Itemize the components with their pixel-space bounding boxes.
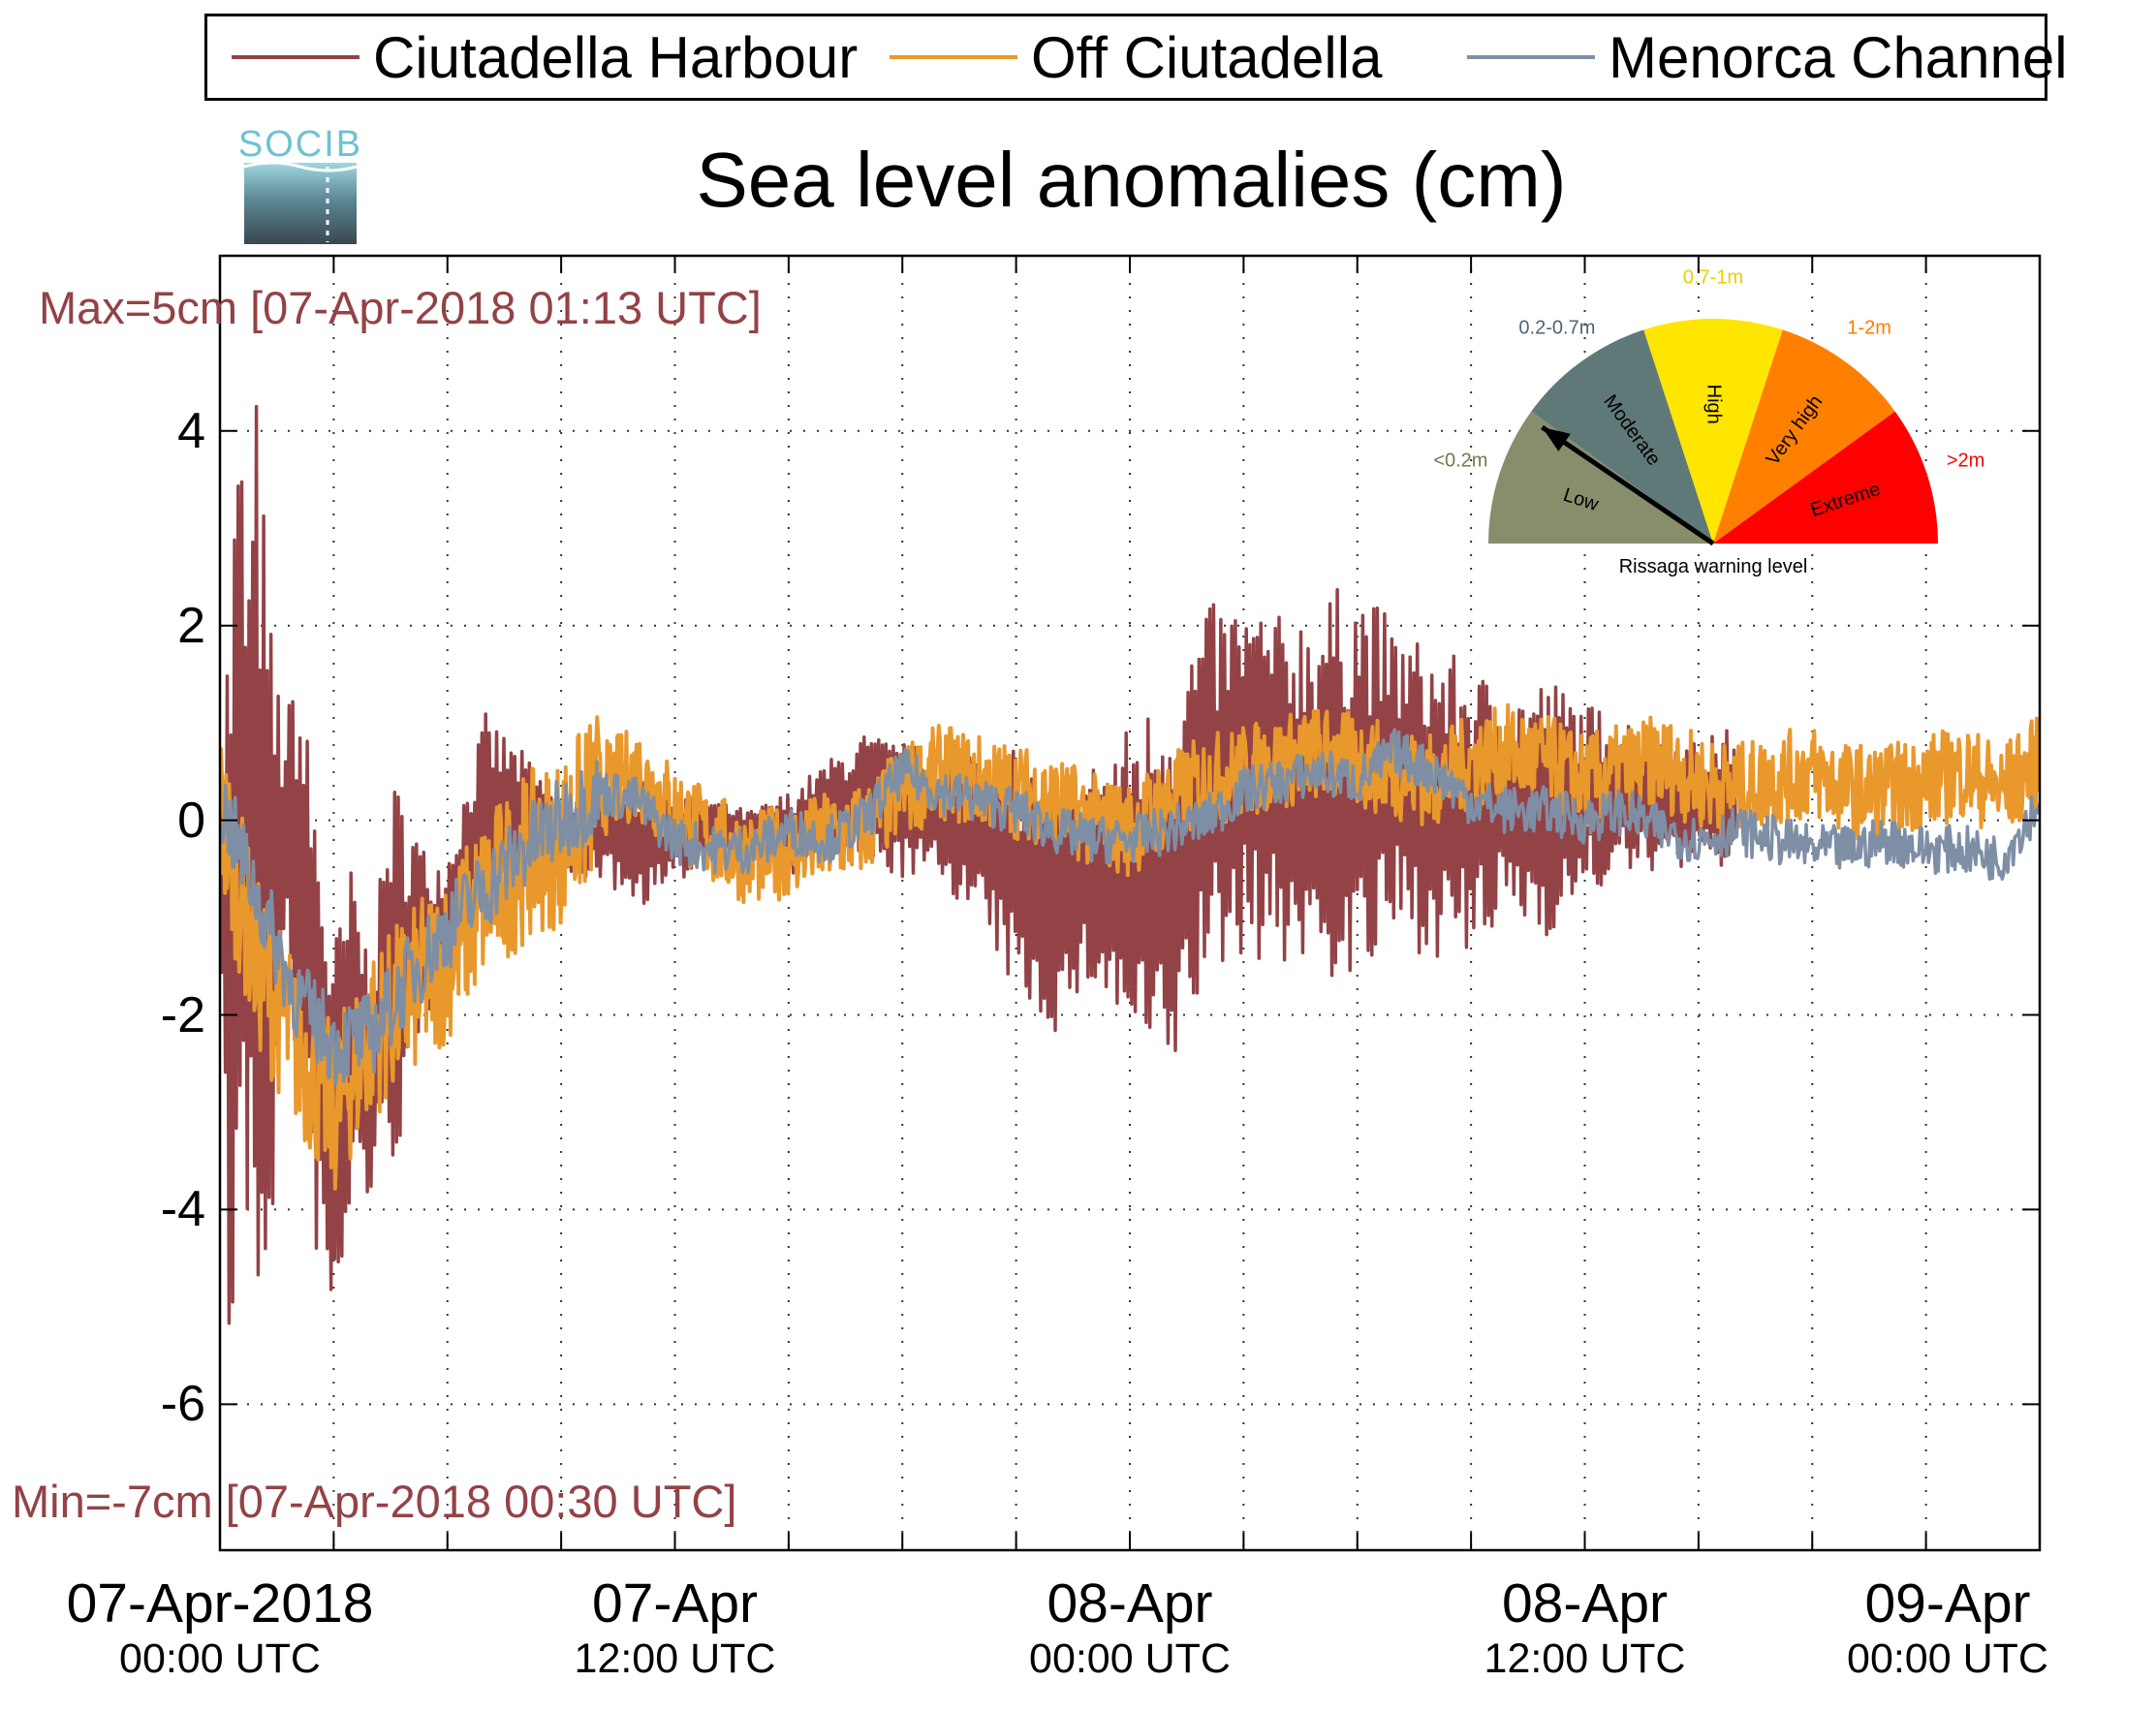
gauge-segment-low	[1488, 411, 1713, 544]
chart-title: Sea level anomalies (cm)	[696, 137, 1567, 223]
y-tick-label: 0	[177, 792, 205, 849]
gauge-needle	[1541, 424, 1715, 546]
legend-item-off-ciutadella: Off Ciutadella	[890, 16, 1382, 98]
logo-wave-block	[244, 163, 357, 244]
series-line-menorca-channel	[220, 728, 2040, 1086]
x-tick-sublabel: 00:00 UTC	[1847, 1635, 2048, 1682]
y-tick-label: -6	[160, 1376, 205, 1433]
legend-label: Menorca Channel	[1609, 24, 2068, 90]
legend-swatch	[1467, 55, 1595, 59]
legend-swatch	[890, 55, 1017, 59]
gauge-title: Rissaga warning level	[1619, 556, 1808, 577]
y-tick-label: 2	[177, 597, 205, 654]
x-tick-label: 07-Apr-2018	[66, 1572, 374, 1634]
gauge-range-label: 1-2m	[1847, 318, 1891, 339]
x-tick-label: 09-Apr	[1864, 1572, 2031, 1634]
series-layer	[220, 404, 2040, 1325]
y-tick-label: 4	[177, 402, 205, 459]
gauge-segment-moderate	[1531, 329, 1713, 544]
x-tick-label: 08-Apr	[1501, 1572, 1669, 1634]
y-tick-label: -2	[160, 986, 205, 1043]
gauge-segment-very-high	[1713, 329, 1895, 544]
series-line-off-ciutadella	[220, 702, 2040, 1191]
y-tick-label: -4	[160, 1181, 205, 1238]
legend-item-ciutadella-harbour: Ciutadella Harbour	[232, 16, 858, 98]
legend-label: Off Ciutadella	[1031, 24, 1383, 90]
gauge-range-label: 0.7-1m	[1683, 266, 1743, 288]
legend-item-menorca-channel: Menorca Channel	[1467, 16, 2068, 98]
x-tick-sublabel: 00:00 UTC	[1029, 1635, 1231, 1682]
socib-logo: SOCIB	[238, 124, 362, 244]
legend: Ciutadella Harbour Off Ciutadella Menorc…	[204, 14, 2068, 101]
gauge-needle-head	[1542, 427, 1571, 451]
gauge-segment-high	[1643, 319, 1783, 544]
legend-swatch	[232, 55, 359, 59]
logo-wave	[243, 161, 358, 172]
legend-label: Ciutadella Harbour	[373, 24, 859, 90]
gauge-range-label: >2m	[1947, 451, 1984, 472]
gauge-segment-extreme	[1713, 411, 1938, 544]
x-tick-label: 08-Apr	[1047, 1572, 1213, 1634]
gauge-range-label: 0.2-0.7m	[1518, 318, 1595, 339]
max-annotation: Max=5cm [07-Apr-2018 01:13 UTC]	[39, 282, 762, 333]
x-tick-label: 07-Apr	[591, 1572, 759, 1634]
gauge-range-label: <0.2m	[1433, 451, 1487, 472]
x-tick-sublabel: 12:00 UTC	[574, 1635, 776, 1682]
x-tick-sublabel: 00:00 UTC	[119, 1635, 321, 1682]
min-annotation: Min=-7cm [07-Apr-2018 00:30 UTC]	[12, 1476, 737, 1527]
gauge-level-label: High	[1703, 385, 1725, 424]
axis-ticks	[219, 256, 2041, 1550]
x-tick-sublabel: 12:00 UTC	[1484, 1635, 1686, 1682]
logo-text: SOCIB	[238, 124, 362, 165]
